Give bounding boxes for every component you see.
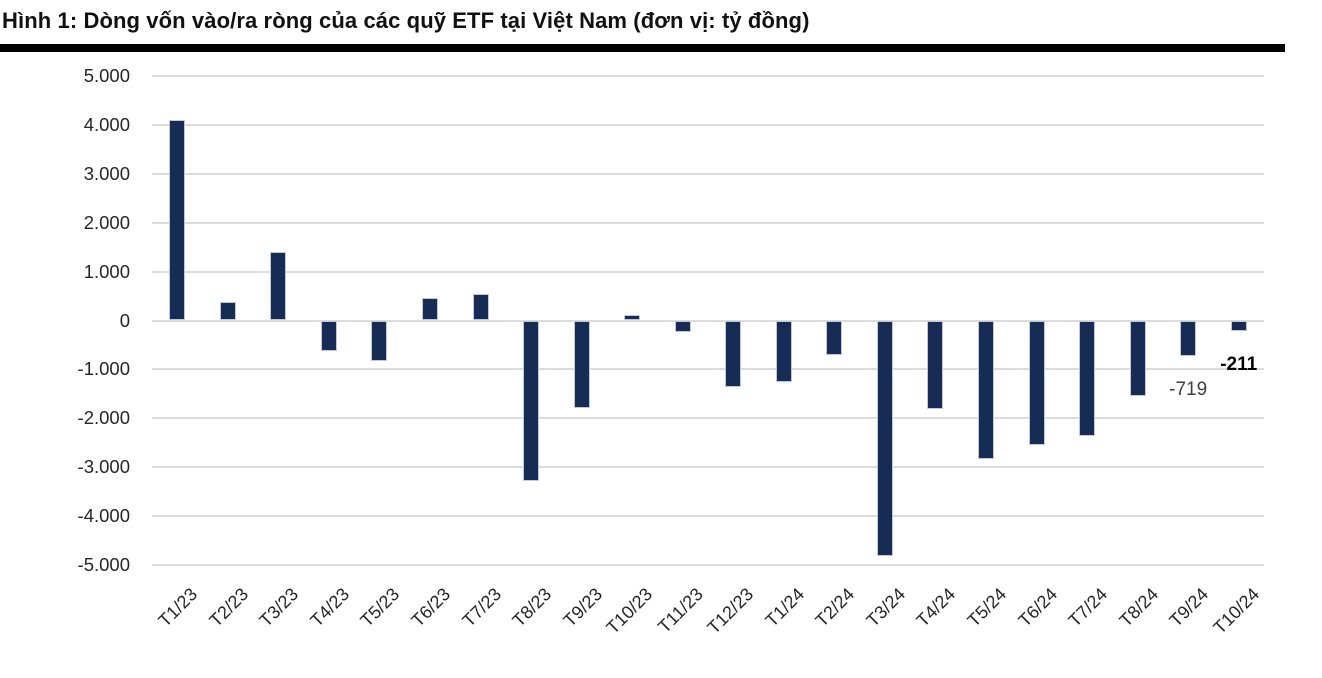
y-axis-tick-label: -2.000 <box>77 407 130 429</box>
bar <box>320 320 337 351</box>
data-label: -719 <box>1169 378 1208 400</box>
gridline <box>152 75 1264 77</box>
x-axis-tick-label: T12/23 <box>703 584 758 638</box>
y-axis-tick-label: 4.000 <box>83 113 130 135</box>
x-axis-tick-label: T3/24 <box>862 584 910 631</box>
gridline <box>152 123 1264 126</box>
data-label: -211 <box>1220 353 1258 375</box>
y-axis-tick-label: -5.000 <box>77 554 130 575</box>
bar <box>523 320 540 481</box>
x-axis-tick-label: T1/23 <box>154 584 202 631</box>
x-axis-tick-label: T4/23 <box>306 584 354 631</box>
gridline <box>152 466 1264 469</box>
bar <box>472 293 489 321</box>
x-axis-tick-label: T3/23 <box>255 584 303 631</box>
y-axis-tick-label: -1.000 <box>77 358 130 380</box>
bar <box>1028 320 1045 446</box>
bar <box>725 320 742 387</box>
gridline <box>152 221 1264 224</box>
bar <box>1129 320 1146 396</box>
y-axis-tick-label: 5.000 <box>83 65 130 86</box>
x-axis-tick-label: T7/24 <box>1064 584 1112 631</box>
figure-title: Hình 1: Dòng vốn vào/ra ròng của các quỹ… <box>2 8 810 33</box>
bar <box>775 320 792 382</box>
bar <box>1180 320 1197 356</box>
gridline <box>152 515 1264 518</box>
bar <box>1230 320 1247 331</box>
x-axis-tick-label: T8/24 <box>1115 584 1162 631</box>
bar <box>1079 320 1096 437</box>
y-axis-tick-label: 2.000 <box>83 211 130 233</box>
x-axis-tick-label: T5/24 <box>963 584 1011 631</box>
y-axis-tick-label: 1.000 <box>83 260 130 282</box>
x-axis-tick-label: T6/24 <box>1013 584 1061 631</box>
bar <box>573 320 590 409</box>
bar <box>270 252 287 321</box>
x-axis-tick-label: T10/23 <box>602 584 657 638</box>
y-axis-tick-label: 0 <box>119 309 130 331</box>
gridline <box>152 564 1264 566</box>
x-axis-tick-label: T2/24 <box>811 584 859 631</box>
gridline <box>152 417 1264 420</box>
y-axis-tick-label: -4.000 <box>77 505 130 527</box>
bar <box>876 320 893 557</box>
x-axis-tick-label: T2/23 <box>205 584 252 631</box>
x-axis-tick-label: T6/23 <box>407 584 455 631</box>
x-axis-tick-label: T1/24 <box>761 584 808 631</box>
x-axis-tick-label: T5/23 <box>356 584 404 631</box>
x-axis-tick-label: T4/24 <box>912 584 960 631</box>
x-axis-tick-label: T7/23 <box>457 584 505 631</box>
x-axis-tick-label: T10/24 <box>1209 584 1263 638</box>
x-axis-line <box>152 319 1264 322</box>
bar <box>422 298 438 321</box>
title-rule <box>0 44 1285 52</box>
x-axis-tick-label: T9/24 <box>1165 584 1213 631</box>
x-axis-tick-label: T9/23 <box>559 584 606 631</box>
bar <box>826 320 843 355</box>
x-axis-tick-label: T8/23 <box>508 584 556 631</box>
y-axis-tick-label: -3.000 <box>77 456 130 478</box>
bar <box>927 320 944 409</box>
bar <box>978 320 994 460</box>
bar <box>371 320 388 361</box>
gridline <box>152 172 1264 175</box>
bar <box>674 320 691 332</box>
gridline <box>152 368 1264 371</box>
bar <box>219 301 236 321</box>
y-axis-tick-label: 3.000 <box>83 162 130 184</box>
bar <box>624 314 641 321</box>
gridline <box>152 270 1264 273</box>
x-axis-tick-label: T11/23 <box>654 584 707 637</box>
bar <box>169 120 186 321</box>
